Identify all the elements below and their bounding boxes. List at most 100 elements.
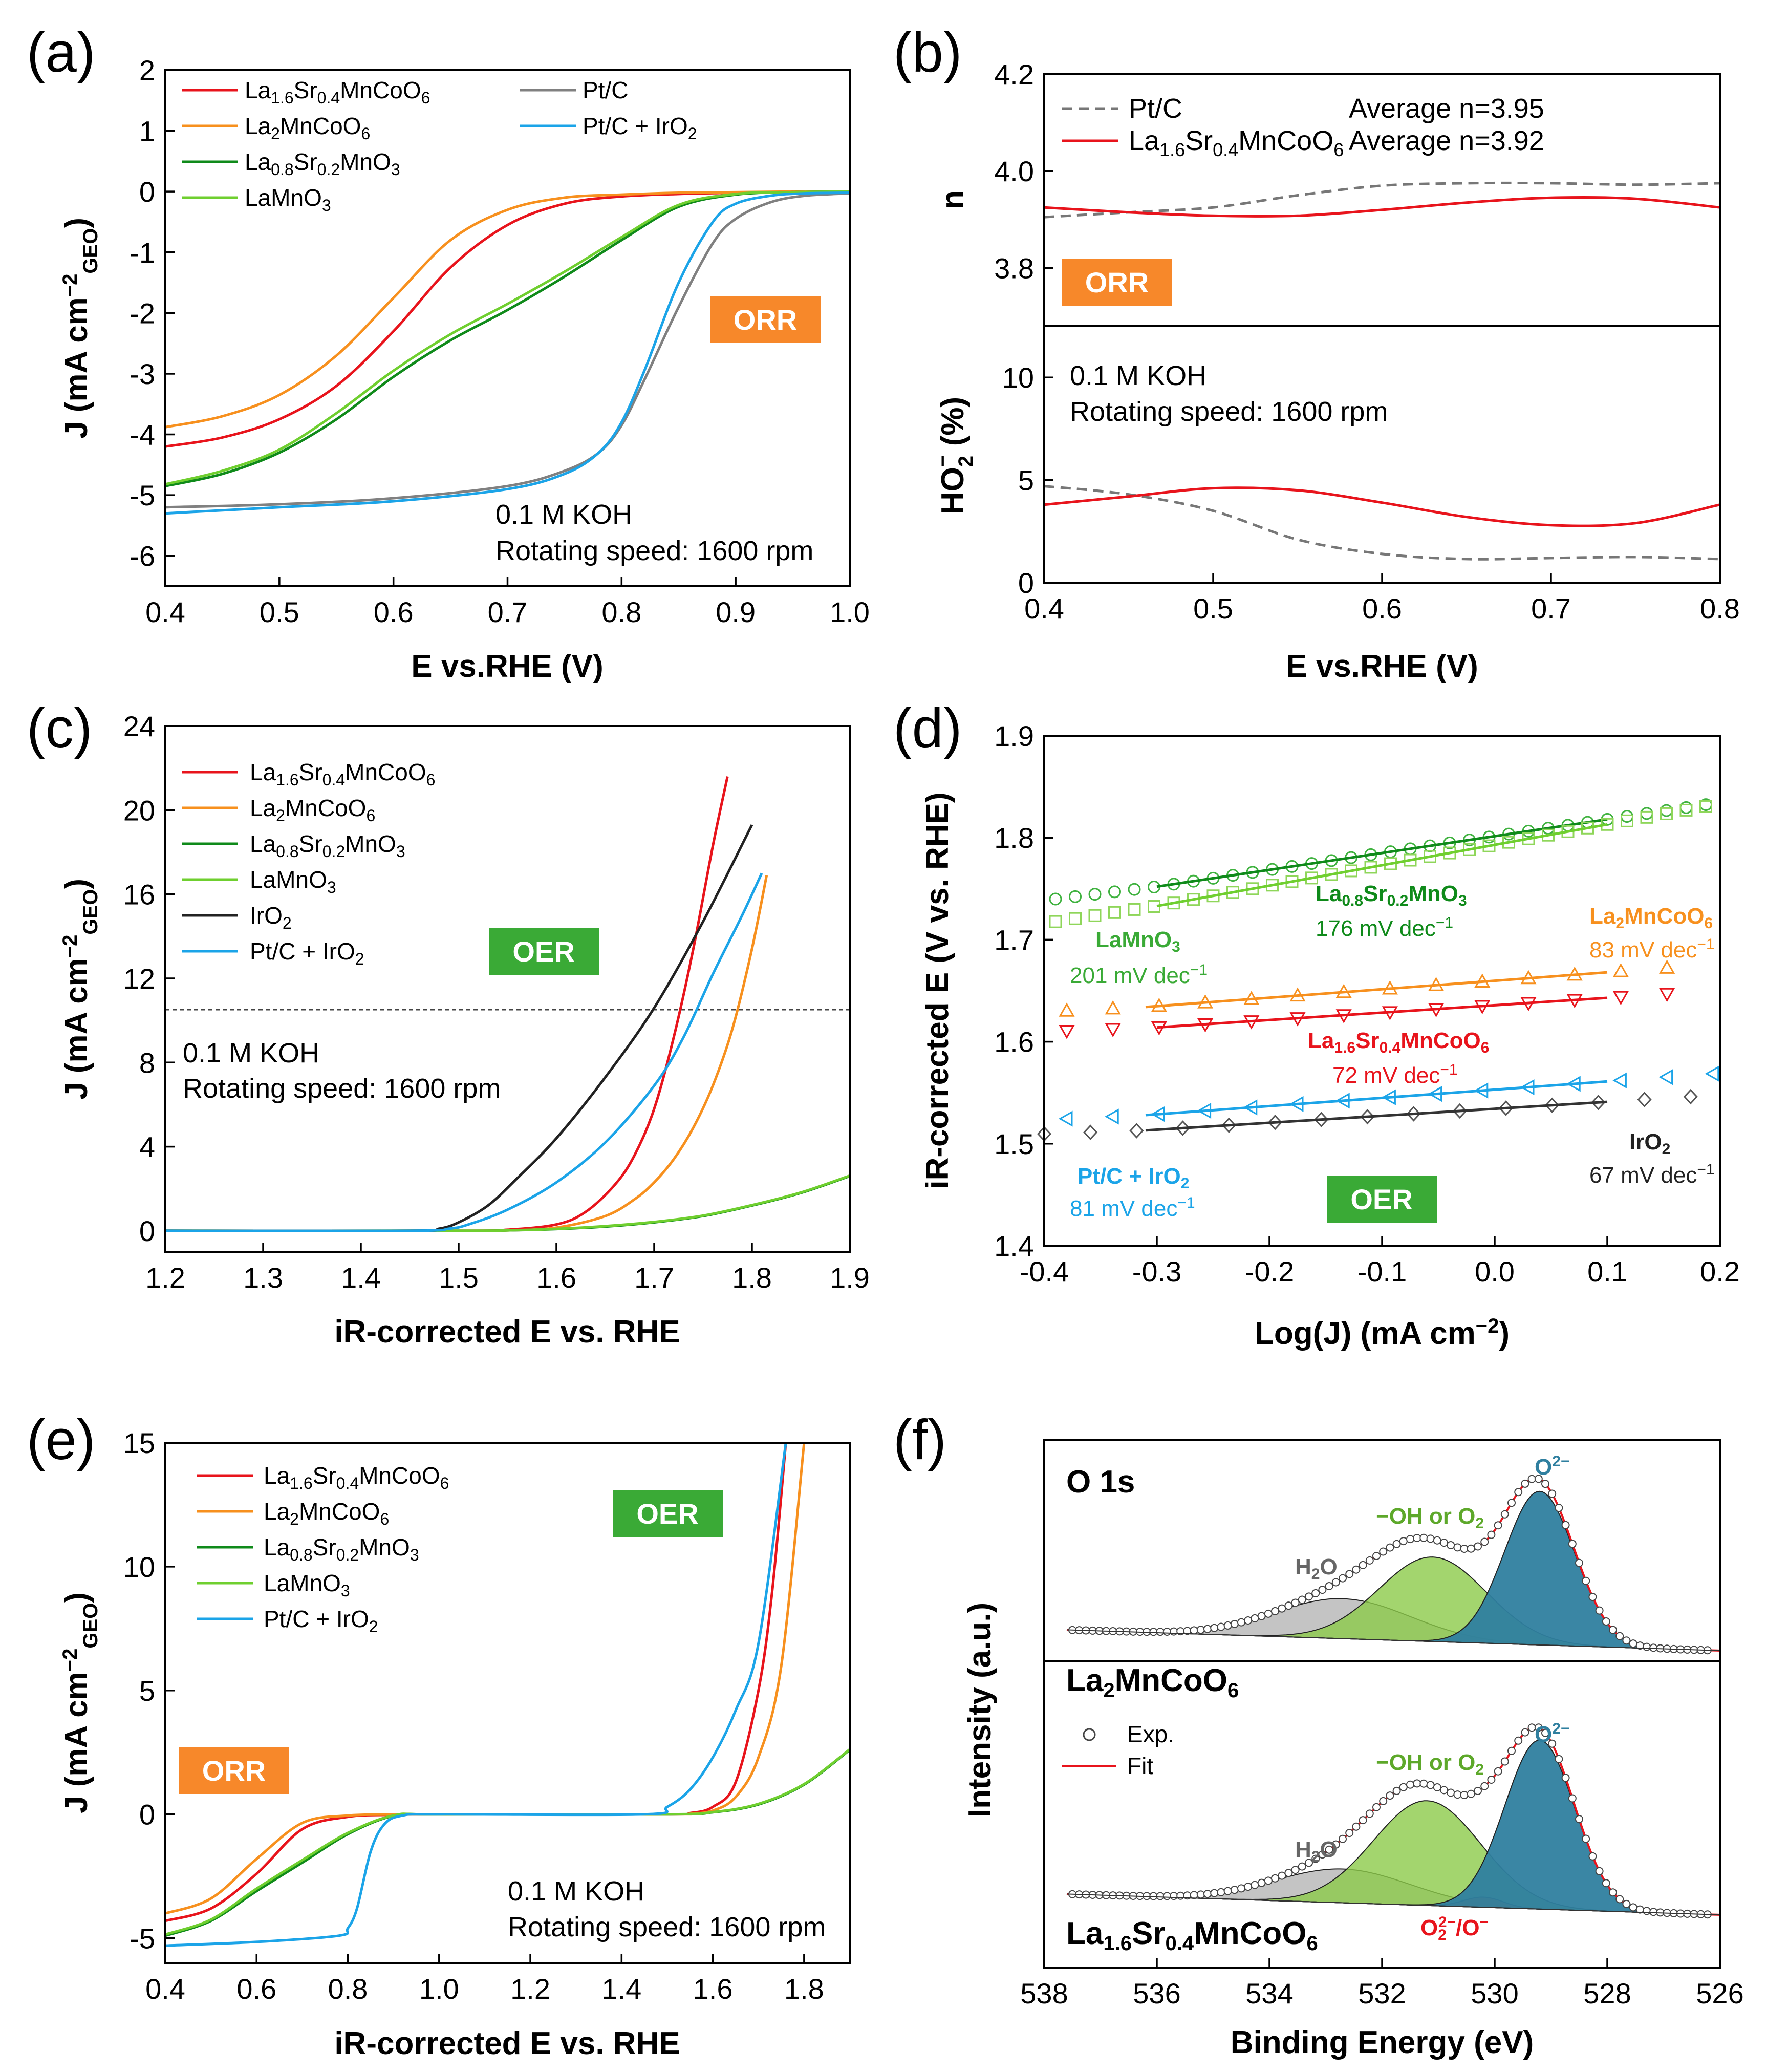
panel-e-ytick-label: 10 (123, 1551, 155, 1583)
panel-f-top-exp-point (1555, 1504, 1563, 1512)
panel-d-point-la0-8sr0-2mno3 (1069, 890, 1082, 903)
panel-f-xtick-label: 534 (1245, 1977, 1293, 2010)
panel-f-title: O 1s (1066, 1464, 1135, 1500)
panel-a-frame (164, 69, 851, 587)
panel-f-top-exp-point (1359, 1561, 1367, 1569)
panel-f-top-exp-point (1223, 1621, 1232, 1630)
panel-f-top-exp-point (1575, 1558, 1583, 1567)
panel-f-top-exp-point (1487, 1530, 1496, 1539)
panel-a-xtick-label: 0.5 (260, 596, 299, 628)
panel-c-ytick-label: 12 (123, 963, 155, 995)
panel-f-top-exp-point (1507, 1499, 1516, 1507)
panel-f-top-exp-point (1291, 1598, 1300, 1607)
panel-f-peaks (1066, 1475, 1720, 1919)
panel-f-bottom-exp-point (1331, 1840, 1340, 1849)
panel-c-series (165, 776, 850, 1232)
legend-label-c-lsm: La0.8Sr0.2MnO3 (250, 830, 405, 861)
panel-e-frame (164, 1442, 851, 1964)
panel-e-oer-badge (613, 1490, 723, 1537)
panel-d-ylabel: iR-corrected E (V vs. RHE) (920, 792, 955, 1189)
panel-a-xtick-label: 1.0 (830, 596, 870, 628)
panel-d-point-iro2 (1406, 1106, 1421, 1122)
panel-f-top-exp-point (1318, 1586, 1327, 1594)
panel-d-xtick-label: -0.1 (1357, 1255, 1407, 1288)
panel-f-top-exp-point (1271, 1607, 1279, 1615)
panel-d-fit-iro2 (1145, 1100, 1608, 1132)
panel-f-top-exp-point (1298, 1595, 1306, 1604)
panel-f-bottom-exp-point (1609, 1888, 1617, 1897)
panel-d-ytick-label: 1.5 (994, 1128, 1034, 1160)
panel-b-orr-badge (1062, 259, 1172, 306)
panel-f-bottom-exp-point (1318, 1850, 1327, 1859)
panel-f-bottom-exp-point (1176, 1891, 1185, 1900)
panel-d-xlabel: Log(J) (mA cm−2) (1255, 1315, 1510, 1351)
panel-e-xtick-label: 0.6 (236, 1973, 276, 2005)
panel-d-ytick-label: 1.6 (994, 1026, 1034, 1058)
panel-f-top-exp-point (1649, 1643, 1658, 1652)
panel-c-xtick-label: 1.5 (439, 1262, 479, 1294)
panel-f-bottom-exp-point (1507, 1746, 1516, 1755)
panel-f-top-exp-point (1643, 1642, 1651, 1651)
panel-f-top-exp-point (1190, 1626, 1198, 1635)
panel-d-point-iro2 (1637, 1092, 1652, 1107)
panel-f-top-exp-point (1406, 1535, 1414, 1544)
panel-d-ann-lsm: La0.8Sr0.2MnO3 (1316, 881, 1467, 909)
panel-b-bottom-series-la1-6sr0-4mncoo6 (1044, 486, 1720, 527)
panel-a-orr-badge-text: ORR (734, 304, 797, 336)
panel-f-top-exp-point (1622, 1636, 1631, 1645)
panel-f-top-exp-point (1257, 1612, 1266, 1620)
panel-f-top-exp-point (1305, 1592, 1313, 1601)
panel-f-top-exp-point (1413, 1533, 1421, 1542)
panel-d-point-lamno3 (1128, 903, 1141, 916)
panel-d-ann-ptcir: Pt/C + IrO2 (1078, 1164, 1189, 1192)
panel-f-bottom-exp-point (1223, 1887, 1232, 1895)
panel-c-ytick-label: 24 (123, 710, 155, 742)
panel-a-ytick-label: -2 (130, 297, 155, 329)
panel-c-ytick-label: 4 (139, 1131, 155, 1163)
panel-d-xtick-label: 0.0 (1475, 1255, 1515, 1288)
panel-d-ytick-label: 1.9 (994, 720, 1034, 752)
panel-f-bottom-exp-point (1474, 1786, 1482, 1795)
panel-b-bottom-xtick-label: 0.6 (1362, 592, 1402, 625)
panel-d-point-lamno3 (1049, 915, 1062, 928)
panel-f-bottom-exp-point (1278, 1871, 1286, 1880)
panel-f-bottom-exp-point (1548, 1739, 1557, 1748)
panel-f-bottom-exp-point (1433, 1783, 1441, 1791)
panel-e-oer-badge-text: OER (636, 1498, 698, 1530)
panel-f-bottom-exp-point (1386, 1791, 1394, 1800)
panel-d-frame (1043, 735, 1721, 1247)
panel-b-note-rpm: Rotating speed: 1600 rpm (1070, 396, 1388, 427)
panel-f-label: (f) (893, 1408, 946, 1471)
panel-b-ylabel-top: n (935, 190, 971, 209)
legend-label-exp: Exp. (1127, 1721, 1174, 1747)
panel-b-bottom-ytick-label: 10 (1002, 361, 1034, 394)
panel-a-ylabel: J (mA cm−2GEO) (59, 218, 102, 439)
panel-f-bottom-exp-point (1514, 1736, 1523, 1745)
panel-f-top-exp-point (1447, 1541, 1455, 1550)
panel-d-ann-lsm-slope: 176 mV dec−1 (1316, 914, 1453, 941)
panel-f-top-exp-point (1392, 1540, 1401, 1548)
legend-label-lsm: La0.8Sr0.2MnO3 (245, 148, 400, 179)
panel-a-xtick-label: 0.8 (601, 596, 641, 628)
panel-a-ytick-label: -4 (130, 419, 155, 451)
panel-f-bottom-exp-point (1494, 1767, 1502, 1776)
panel-b-xlabel: E vs.RHE (V) (1286, 649, 1478, 684)
panel-f-bottom-exp-point (1162, 1892, 1171, 1900)
panel-c-note-electrolyte: 0.1 M KOH (183, 1038, 319, 1069)
panel-b-bottom-xtick-label: 0.8 (1700, 592, 1740, 625)
panel-d-ann-ir-slope: 67 mV dec−1 (1589, 1161, 1715, 1188)
panel-f-top-exp-point (1284, 1601, 1293, 1610)
panel-f-ann-oh-bottom: −OH or O2 (1376, 1750, 1484, 1778)
panel-d-point-la1-6sr0-4mncoo6 (1612, 991, 1629, 1006)
panel-f-top-exp-point (1609, 1626, 1617, 1634)
panel-e-ytick-label: 15 (123, 1427, 155, 1459)
panel-c-note-rpm: Rotating speed: 1600 rpm (183, 1073, 501, 1104)
panel-d-point-iro2 (1498, 1100, 1514, 1116)
panel-f-top-exp-point (1372, 1551, 1381, 1560)
panel-f-bottom-exp-point (1561, 1774, 1570, 1782)
panel-f-bottom-exp-point (1406, 1780, 1414, 1789)
panel-f-top-exp-point (1548, 1489, 1557, 1498)
panel-d-ann-l16-slope: 72 mV dec−1 (1332, 1061, 1458, 1088)
panel-f-ann-o2-bottom: O2− (1535, 1720, 1569, 1747)
panel-f-top-exp-point (1561, 1521, 1570, 1529)
